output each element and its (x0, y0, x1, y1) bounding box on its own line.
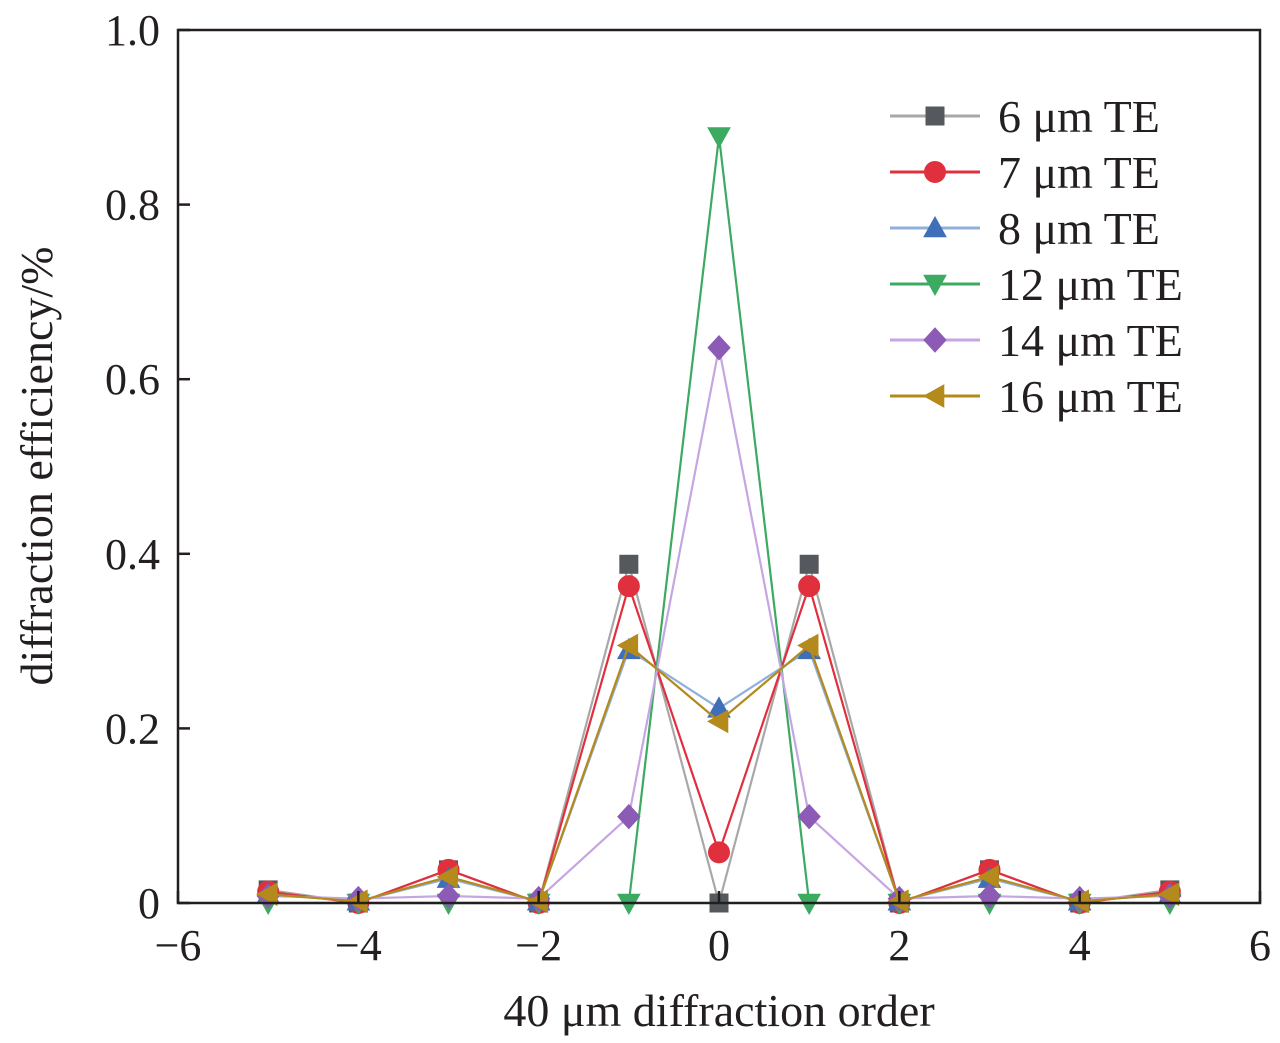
x-tick-label: 0 (708, 921, 730, 970)
legend-item: 16 μm TE (890, 371, 1183, 422)
x-tick-label: −4 (335, 921, 382, 970)
data-point (619, 554, 639, 574)
legend-label: 6 μm TE (998, 91, 1160, 142)
series-line (268, 648, 1170, 903)
series-5 (256, 633, 1180, 914)
y-tick-label: 0.4 (105, 530, 160, 579)
legend-item: 12 μm TE (890, 259, 1183, 310)
data-point (616, 633, 639, 658)
series-1 (257, 575, 1181, 914)
data-point (617, 575, 640, 598)
legend-marker (924, 161, 946, 183)
x-tick-label: −6 (155, 921, 202, 970)
series-2 (256, 637, 1182, 911)
legend-label: 12 μm TE (998, 259, 1183, 310)
legend-label: 7 μm TE (998, 147, 1160, 198)
x-tick-label: 6 (1249, 921, 1271, 970)
data-point (707, 127, 731, 149)
x-tick-label: 4 (1069, 921, 1091, 970)
legend-marker (925, 106, 945, 126)
legend-item: 8 μm TE (890, 203, 1160, 254)
data-point (707, 335, 731, 361)
data-point (1157, 882, 1180, 907)
x-axis-label: 40 μm diffraction order (503, 985, 934, 1036)
y-tick-label: 0.6 (105, 355, 160, 404)
data-point (617, 803, 641, 830)
data-point (977, 864, 999, 889)
data-point (799, 554, 819, 574)
y-tick-label: 0 (138, 879, 160, 928)
series-4 (256, 335, 1182, 912)
legend-label: 8 μm TE (998, 203, 1160, 254)
data-point (797, 803, 821, 830)
x-axis: −6 −4 −2 0 2 4 6 (155, 891, 1271, 970)
legend-item: 7 μm TE (890, 147, 1160, 198)
data-point (797, 633, 819, 658)
x-tick-label: 2 (888, 921, 910, 970)
y-axis: 0 0.2 0.4 0.6 0.8 1.0 (105, 6, 190, 928)
legend-item: 14 μm TE (890, 315, 1183, 366)
data-point (436, 864, 458, 889)
data-point (798, 575, 821, 598)
data-point (708, 841, 730, 864)
legend-label: 16 μm TE (998, 371, 1183, 422)
y-axis-label: diffraction efficiency/% (11, 247, 62, 686)
legend-marker (922, 384, 945, 408)
y-tick-label: 1.0 (105, 6, 160, 55)
legend-marker (923, 274, 947, 297)
y-tick-label: 0.8 (105, 181, 160, 230)
data-point (256, 882, 278, 907)
legend-marker (923, 215, 947, 238)
legend-item: 6 μm TE (890, 91, 1160, 142)
y-tick-label: 0.2 (105, 704, 160, 753)
legend-label: 14 μm TE (998, 315, 1183, 366)
legend-marker (923, 327, 947, 353)
x-tick-label: −2 (515, 921, 562, 970)
data-point (706, 709, 729, 734)
series-line (268, 347, 1170, 900)
